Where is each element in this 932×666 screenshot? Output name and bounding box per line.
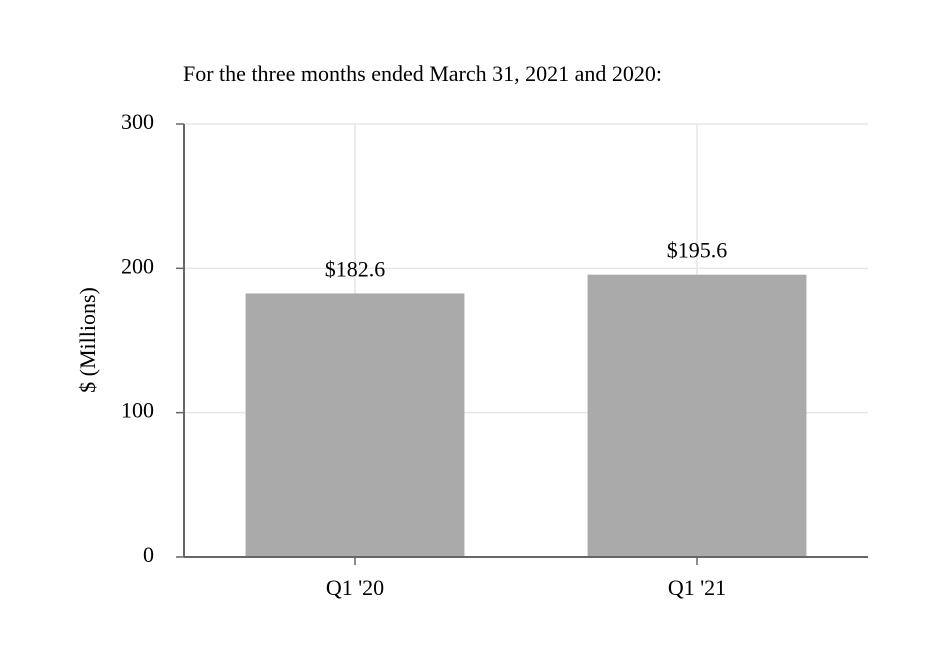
value-label: $195.6 xyxy=(667,238,728,263)
y-axis-label: $ (Millions) xyxy=(75,287,100,393)
bar xyxy=(245,293,465,557)
x-tick-label: Q1 '20 xyxy=(326,575,384,600)
y-tick-label: 200 xyxy=(121,253,154,278)
y-tick-label: 100 xyxy=(121,398,154,423)
chart-title: For the three months ended March 31, 202… xyxy=(183,61,662,86)
x-tick-label: Q1 '21 xyxy=(668,575,726,600)
y-tick-label: 300 xyxy=(121,109,154,134)
bar xyxy=(587,274,807,557)
y-tick-label: 0 xyxy=(143,542,154,567)
value-label: $182.6 xyxy=(325,256,386,281)
